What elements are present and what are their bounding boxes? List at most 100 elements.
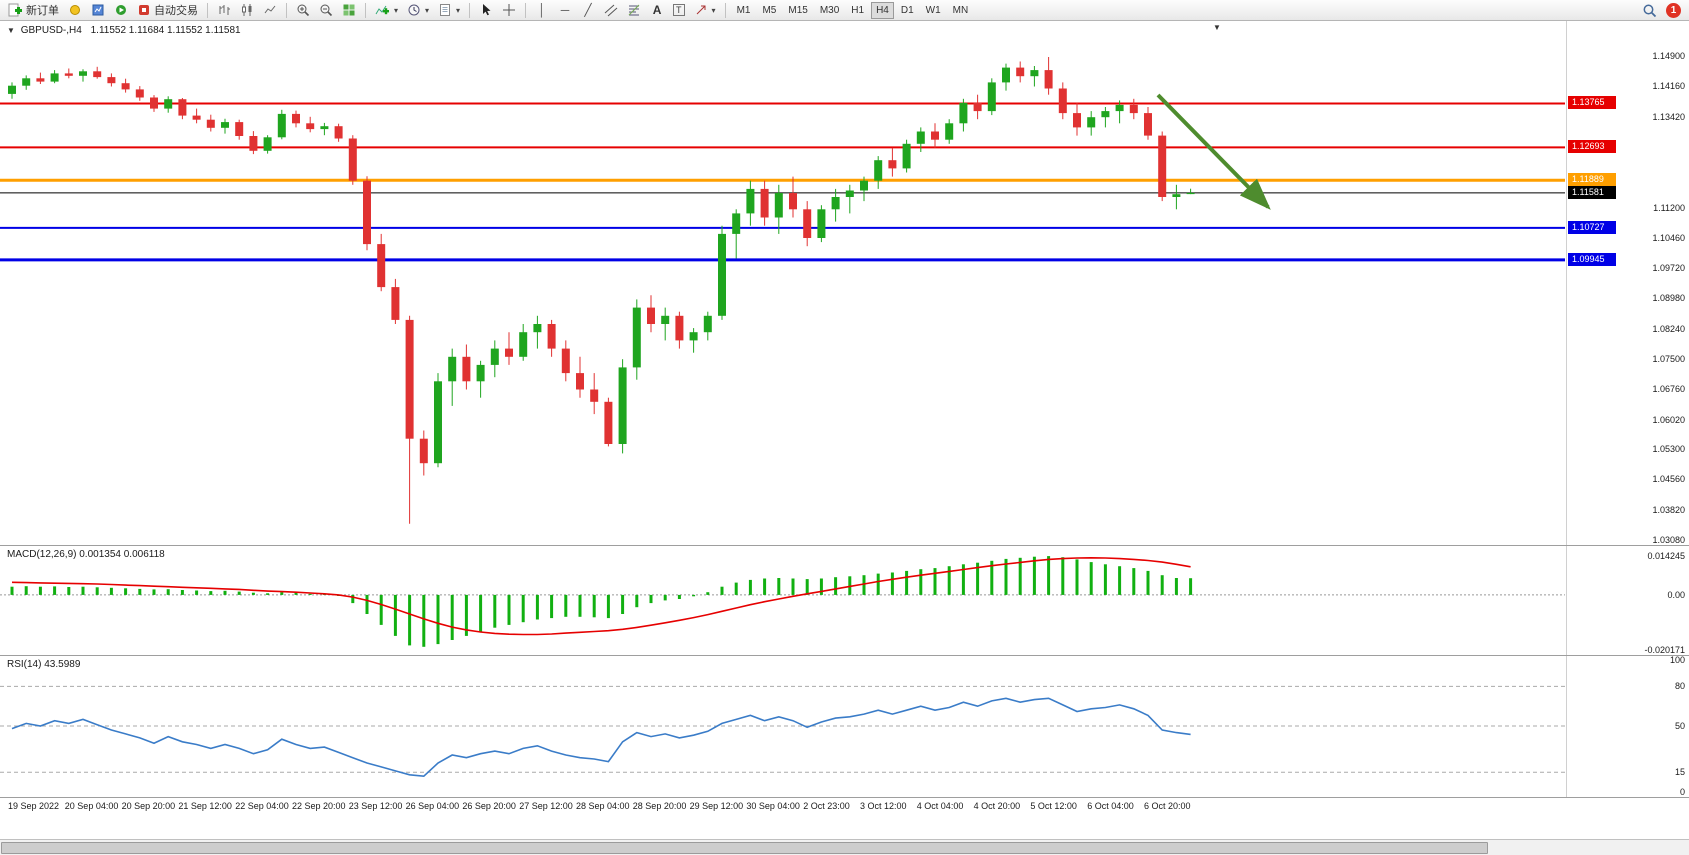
channel-icon [604, 3, 618, 17]
candle-body [689, 332, 698, 341]
new-order-button[interactable]: 新订单 [4, 1, 63, 20]
rsi-line [11, 697, 1191, 778]
price-tag: 1.09945 [1568, 252, 1616, 266]
trend-arrow-annotation[interactable] [1156, 93, 1271, 210]
indicators-button[interactable]: ▾ [371, 1, 402, 20]
candle-body [1087, 117, 1096, 128]
candle-body [348, 138, 357, 181]
candle-body [561, 348, 570, 374]
alerts-button[interactable] [64, 1, 86, 20]
toolbar: 新订单 自动交易 ▾ ▾ ▾ │ ─ ╱ A T ▾ M1 M5 [0, 0, 1689, 21]
label-tool[interactable]: T [669, 1, 689, 20]
candle-body [93, 71, 102, 78]
start-button[interactable] [110, 1, 132, 20]
timeframe-m5[interactable]: M5 [757, 2, 781, 19]
vertical-line-tool[interactable]: │ [531, 1, 553, 20]
candle-body [1129, 104, 1138, 114]
timeframe-m30[interactable]: M30 [815, 2, 844, 19]
candle-body [1030, 70, 1039, 77]
horizontal-scrollbar[interactable] [0, 839, 1689, 855]
candle-body [363, 180, 371, 245]
time-label: 6 Oct 04:00 [1087, 801, 1134, 811]
timeframe-d1[interactable]: D1 [896, 2, 919, 19]
candle-body [135, 89, 144, 98]
fibonacci-tool[interactable] [623, 1, 645, 20]
candle-body [490, 348, 499, 365]
autotrading-button[interactable]: 自动交易 [133, 1, 202, 20]
candlestick-chart[interactable] [0, 21, 1566, 545]
search-button[interactable] [1638, 1, 1661, 20]
timeframe-h1[interactable]: H1 [846, 2, 869, 19]
trendline-tool[interactable]: ╱ [577, 1, 599, 20]
candlestick-chart-icon [240, 3, 254, 17]
panel-separator[interactable] [0, 545, 1689, 546]
candle-body [831, 197, 840, 210]
timeframe-group: M1 M5 M15 M30 H1 H4 D1 W1 MN [731, 1, 975, 19]
candle-body [107, 77, 116, 84]
candle-body [334, 126, 343, 139]
rsi-axis-label: 80 [1674, 681, 1685, 692]
crosshair-button[interactable] [498, 1, 520, 20]
price-tick: 1.14900 [1652, 51, 1685, 61]
timeframe-h4[interactable]: H4 [871, 1, 894, 19]
search-icon [1642, 3, 1657, 18]
candle-body [8, 85, 16, 94]
horizontal-line-tool[interactable]: ─ [554, 1, 576, 20]
periods-button[interactable]: ▾ [403, 1, 433, 20]
timeframe-mn[interactable]: MN [948, 2, 974, 19]
zoom-out-button[interactable] [315, 1, 337, 20]
chevron-down-icon: ▾ [425, 5, 430, 15]
arrows-tool[interactable]: ▾ [690, 1, 720, 20]
timeframe-m1[interactable]: M1 [732, 2, 756, 19]
timeframe-m15[interactable]: M15 [783, 2, 812, 19]
candle-body [50, 73, 59, 82]
scrollbar-thumb[interactable] [1, 842, 1488, 854]
candlestick-chart-button[interactable] [236, 1, 258, 20]
templates-button[interactable]: ▾ [434, 1, 464, 20]
time-label: 28 Sep 04:00 [576, 801, 630, 811]
chart-title: ▼ GBPUSD-,H4 1.11552 1.11684 1.11552 1.1… [7, 25, 241, 36]
macd-panel[interactable] [0, 546, 1566, 654]
candle-body [79, 71, 87, 76]
chart-shift-marker[interactable]: ▼ [1213, 23, 1221, 32]
toolbar-separator [724, 2, 726, 18]
candle-body [1186, 192, 1195, 195]
candle-body [306, 123, 315, 130]
chart-menu-icon[interactable]: ▼ [7, 26, 15, 35]
new-order-label: 新订单 [26, 5, 59, 17]
time-label: 26 Sep 20:00 [462, 801, 516, 811]
tile-windows-button[interactable] [338, 1, 360, 20]
rsi-panel[interactable] [0, 656, 1566, 797]
candle-body [732, 213, 741, 234]
bar-chart-button[interactable] [213, 1, 235, 20]
bar-chart-icon [217, 3, 231, 17]
market-watch-button[interactable] [87, 1, 109, 20]
candle-body [902, 143, 911, 169]
time-axis[interactable]: 19 Sep 2022 20 Sep 04:00 20 Sep 20:00 21 Se… [0, 799, 1689, 813]
notification-badge[interactable]: 1 [1666, 2, 1681, 18]
price-tick: 1.06020 [1652, 414, 1685, 425]
market-watch-icon [91, 3, 105, 17]
candle-body [391, 287, 400, 320]
horizontal-line-icon: ─ [560, 3, 570, 17]
play-icon [114, 3, 128, 17]
candle-body [618, 367, 627, 444]
channel-tool[interactable] [600, 1, 622, 20]
panel-separator[interactable] [0, 655, 1689, 656]
price-tag: 1.11581 [1568, 185, 1616, 199]
line-chart-button[interactable] [259, 1, 281, 20]
candle-body [845, 190, 854, 197]
candle-body [150, 97, 158, 109]
macd-axis-label: 0.00 [1667, 589, 1685, 600]
time-label: 4 Oct 04:00 [916, 801, 964, 811]
candle-body [703, 315, 712, 333]
candle-body [448, 356, 457, 382]
candle-body [64, 73, 73, 76]
zoom-in-button[interactable] [292, 1, 314, 20]
text-tool[interactable]: A [646, 1, 668, 20]
timeframe-w1[interactable]: W1 [921, 2, 946, 19]
chevron-down-icon: ▾ [711, 5, 716, 15]
chevron-down-icon: ▾ [456, 5, 461, 15]
cursor-button[interactable] [475, 1, 497, 20]
